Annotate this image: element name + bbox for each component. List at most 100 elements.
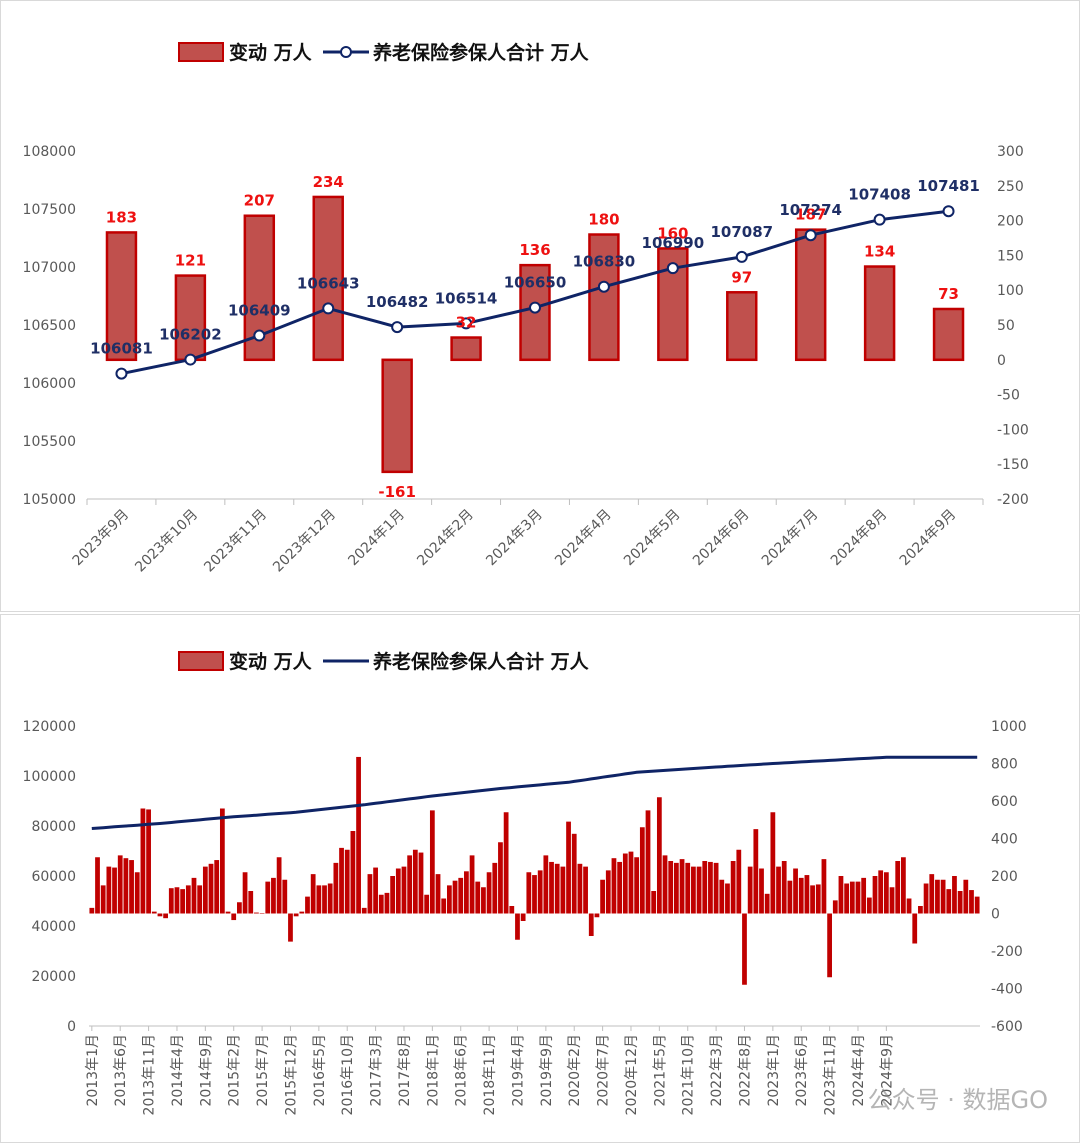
bar-change — [588, 913, 594, 936]
bar-change — [441, 898, 447, 914]
bar-change — [276, 857, 282, 914]
bar-change — [384, 892, 390, 914]
bar-change — [963, 879, 969, 914]
bar-change — [390, 876, 396, 914]
chart-1-svg: 变动 万人 养老保险参保人合计 万人 105000 105500 106000 10650… — [23, 41, 1029, 575]
left-tick-label: 20000 — [31, 969, 76, 985]
bar-change — [787, 880, 793, 914]
x-tick-label: 2019年9月 — [539, 1034, 555, 1107]
bar-change — [781, 861, 787, 914]
bar-change — [450, 336, 482, 362]
line-point — [529, 301, 541, 314]
x-tick-label: 2018年6月 — [454, 1034, 470, 1107]
x-tick-label: 2021年10月 — [681, 1034, 697, 1115]
bar-change — [935, 879, 940, 914]
bar-value-label: 121 — [175, 252, 206, 270]
bar-value-label: 73 — [938, 285, 959, 303]
bar-change — [753, 829, 759, 914]
x-tick-label: 2024年4月 — [851, 1034, 867, 1107]
bar-value-label: -161 — [378, 483, 416, 501]
bar-change — [974, 896, 980, 914]
bar-change — [293, 913, 299, 917]
x-tick-label: 2021年5月 — [652, 1034, 668, 1107]
x-tick-label: 2023年1月 — [766, 1034, 782, 1107]
bar-change — [543, 855, 549, 914]
bar-change — [656, 797, 662, 914]
bar-change — [685, 862, 691, 914]
line-point — [253, 329, 266, 342]
right-tick-label: 1000 — [991, 719, 1027, 735]
x-tick-label: 2020年2月 — [567, 1034, 583, 1107]
line-value-label: 106202 — [159, 326, 222, 344]
bar-change — [271, 877, 276, 914]
bar-change — [197, 885, 203, 914]
bar-change — [912, 913, 918, 944]
bar-change — [844, 883, 850, 914]
left-tick-label: 106000 — [23, 376, 76, 392]
bar-change — [180, 889, 186, 914]
bar-change — [475, 881, 481, 914]
bar-change — [532, 875, 537, 914]
bar-change — [583, 866, 588, 914]
right-tick-label: -200 — [991, 944, 1023, 960]
bar-change — [918, 906, 923, 914]
bar-change — [202, 866, 208, 914]
bar-change — [821, 859, 827, 914]
x-tick-label: 2019年4月 — [510, 1034, 526, 1107]
bar-change — [344, 849, 350, 914]
right-tick-label: 400 — [991, 832, 1018, 848]
bar-change — [254, 912, 259, 914]
line-point — [942, 205, 955, 218]
bar-change — [100, 885, 106, 914]
bar-change — [282, 879, 288, 914]
bar-change — [208, 863, 214, 914]
bar-change — [140, 808, 146, 914]
bar-change — [776, 866, 781, 914]
line-value-label: 106482 — [366, 293, 429, 311]
bar-change — [117, 855, 123, 914]
line-value-label: 107408 — [848, 186, 911, 204]
left-tick-label: 80000 — [31, 819, 76, 835]
right-tick-label: -150 — [997, 457, 1029, 473]
bar-change — [350, 831, 356, 914]
bar-change — [146, 809, 151, 914]
bar-change — [526, 872, 532, 914]
legend-bar-label: 变动 万人 — [229, 41, 313, 64]
bar-change — [219, 808, 225, 914]
bar-change — [305, 896, 310, 914]
right-tick-label: -200 — [997, 492, 1029, 508]
bar-change — [310, 874, 316, 914]
legend-bar-swatch — [178, 42, 224, 62]
bar-change — [702, 861, 708, 914]
bar-change — [770, 812, 776, 914]
line-point — [322, 302, 335, 315]
bar-value-label: 32 — [456, 314, 477, 332]
bar-change — [248, 891, 254, 914]
bar-change — [895, 861, 901, 914]
x-tick-label: 2016年10月 — [340, 1034, 356, 1115]
left-tick-label: 40000 — [31, 919, 76, 935]
bar-change — [265, 881, 271, 914]
line-point — [873, 213, 886, 226]
x-tick-label: 2023年11月 — [823, 1034, 839, 1115]
bar-change — [651, 891, 657, 914]
bar-change — [378, 894, 384, 914]
bar-change — [861, 877, 867, 914]
x-tick-label: 2024年3月 — [483, 507, 546, 570]
bar-change — [492, 862, 498, 914]
bar-value-label: 207 — [244, 192, 275, 210]
bar-change — [794, 228, 827, 362]
right-tick-label: 50 — [997, 318, 1015, 334]
bar-change — [940, 879, 946, 914]
bar-change — [673, 862, 679, 914]
bar-change — [106, 866, 112, 914]
bar-change — [435, 874, 441, 914]
bar-value-label: 97 — [731, 268, 752, 286]
bar-change — [191, 877, 197, 914]
bar-change — [515, 913, 520, 940]
bar-change — [418, 852, 424, 914]
line-value-label: 106830 — [573, 253, 636, 271]
bar-change — [299, 911, 305, 914]
bar-change — [804, 875, 810, 914]
bar-change — [571, 833, 577, 914]
